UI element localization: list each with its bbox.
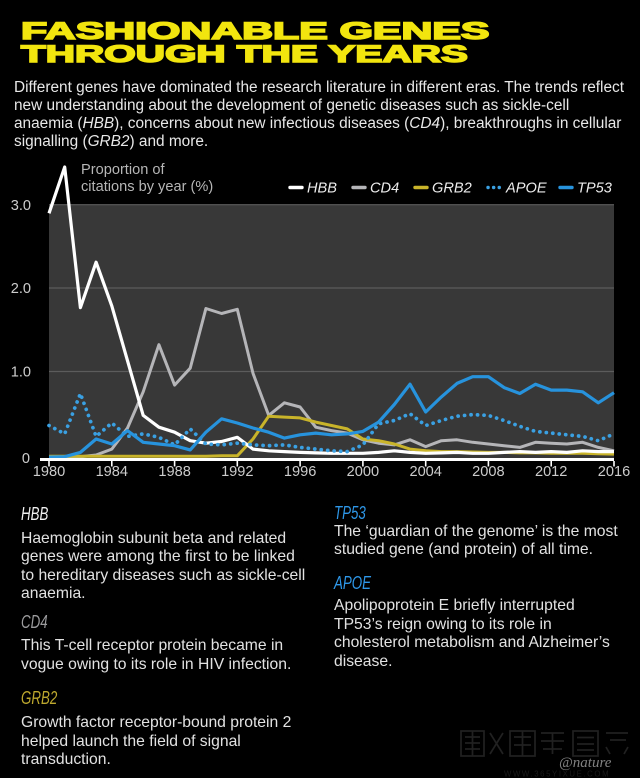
svg-text:1996: 1996: [284, 464, 316, 480]
svg-text:2004: 2004: [409, 464, 441, 480]
svg-text:0: 0: [22, 451, 30, 467]
svg-text:2016: 2016: [598, 464, 630, 480]
svg-text:Proportion of: Proportion of: [81, 162, 166, 178]
svg-text:2.0: 2.0: [11, 281, 31, 297]
svg-text:2008: 2008: [472, 464, 504, 480]
svg-text:1984: 1984: [96, 464, 128, 480]
svg-text:2000: 2000: [347, 464, 379, 480]
svg-text:1988: 1988: [158, 464, 190, 480]
svg-text:1980: 1980: [33, 464, 65, 480]
svg-text:TP53: TP53: [577, 181, 612, 197]
svg-text:2012: 2012: [535, 464, 567, 480]
svg-text:HBB: HBB: [307, 181, 337, 197]
svg-text:1.0: 1.0: [11, 365, 31, 381]
svg-text:CD4: CD4: [370, 181, 399, 197]
svg-text:citations by year (%): citations by year (%): [81, 179, 213, 195]
svg-text:APOE: APOE: [505, 181, 547, 197]
svg-text:@nature: @nature: [559, 755, 612, 771]
svg-text:WWW.365YIXUE.COM: WWW.365YIXUE.COM: [504, 770, 610, 778]
svg-text:1992: 1992: [221, 464, 253, 480]
svg-text:GRB2: GRB2: [432, 181, 472, 197]
svg-text:3.0: 3.0: [11, 198, 31, 214]
